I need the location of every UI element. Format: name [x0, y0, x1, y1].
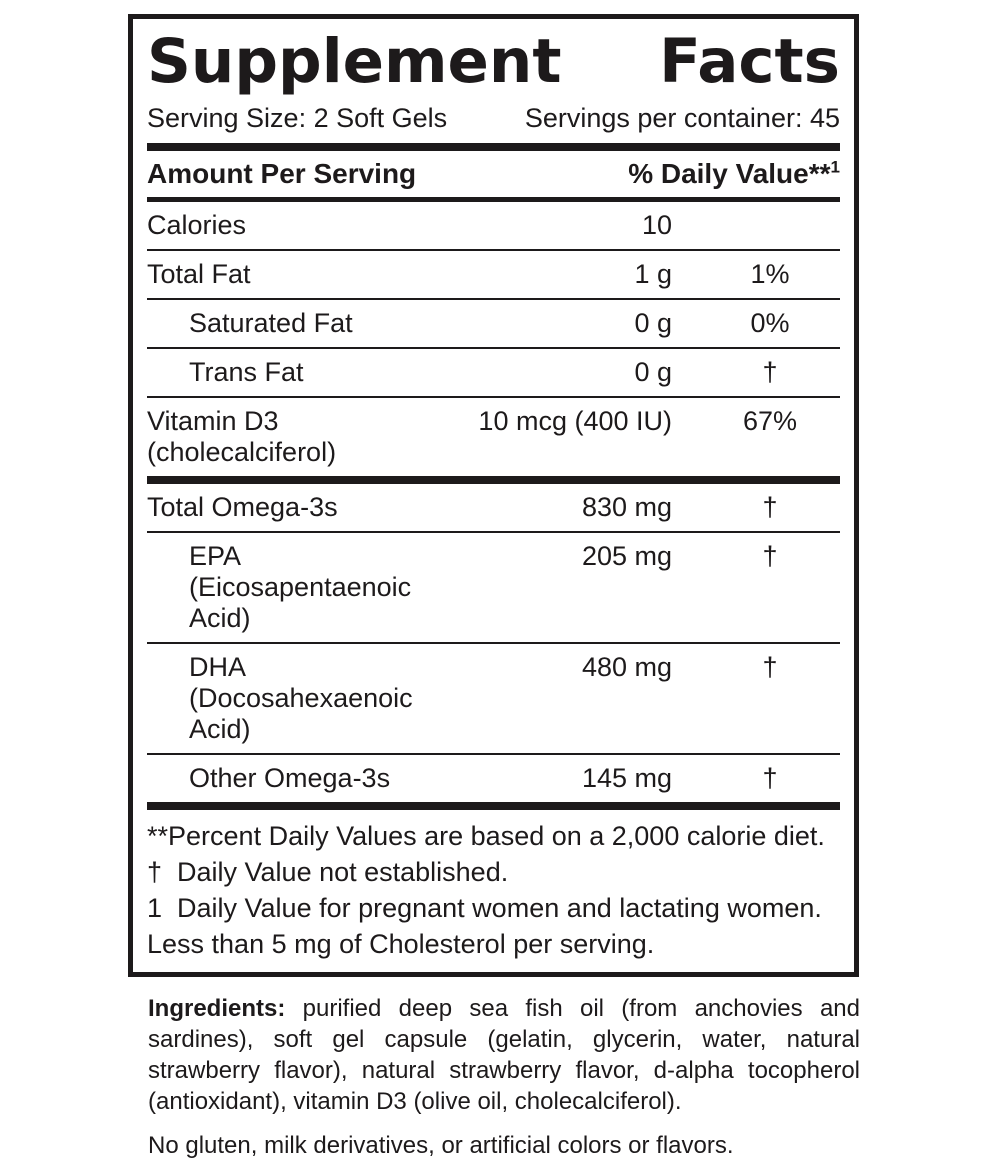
serving-info-row: Serving Size: 2 Soft Gels Servings per c…: [147, 101, 840, 143]
nutrient-amount: 10 mcg (400 IU): [478, 406, 672, 436]
page-content: Supplement Facts Serving Size: 2 Soft Ge…: [128, 0, 860, 1161]
nutrient-daily-value: †: [762, 357, 778, 387]
nutrient-name: Other Omega-3s: [147, 763, 450, 794]
serving-size-text: Serving Size: 2 Soft Gels: [147, 103, 448, 133]
nutrient-rows: Calories 10 Total Fat 1 g 1% Saturated F…: [147, 202, 840, 810]
ingredients-paragraph: Ingredients: purified deep sea fish oil …: [148, 993, 860, 1117]
separator-thin: [147, 249, 840, 251]
supplement-facts-panel: Supplement Facts Serving Size: 2 Soft Ge…: [128, 14, 859, 977]
nutrient-daily-value: 0%: [750, 308, 790, 338]
separator-thin: [147, 531, 840, 533]
separator-thin: [147, 642, 840, 644]
nutrient-amount: 205 mg: [581, 541, 672, 571]
nutrient-amount: 0 g: [634, 308, 672, 338]
separator-medium: [147, 197, 840, 202]
nutrient-daily-value: †: [762, 492, 778, 522]
nutrient-name-line1: Trans Fat: [189, 357, 304, 387]
nutrient-daily-value: 1%: [750, 259, 790, 289]
footnote-line: 1 Daily Value for pregnant women and lac…: [147, 893, 822, 923]
nutrient-row: Total Fat 1 g 1%: [147, 251, 840, 298]
nutrient-name: EPA (Eicosapentaenoic Acid): [147, 541, 450, 634]
nutrient-row: DHA (Docosahexaenoic Acid) 480 mg †: [147, 644, 840, 753]
nutrient-name-line1: Saturated Fat: [189, 308, 353, 338]
nutrient-amount: 830 mg: [581, 492, 672, 522]
nutrient-name: Calories: [147, 210, 450, 241]
servings-per-container-text: Servings per container: 45: [524, 103, 840, 133]
nutrient-name-line1: Total Omega-3s: [147, 492, 338, 522]
nutrient-row: Trans Fat 0 g †: [147, 349, 840, 396]
nutrient-row: Total Omega-3s 830 mg †: [147, 484, 840, 531]
footnotes: **Percent Daily Values are based on a 2,…: [147, 810, 840, 962]
footnote-line: † Daily Value not established.: [147, 857, 509, 887]
nutrient-daily-value: †: [762, 763, 778, 793]
footnote-line: **Percent Daily Values are based on a 2,…: [147, 821, 825, 851]
nutrient-name: Trans Fat: [147, 357, 450, 388]
nutrient-daily-value: 67%: [742, 406, 798, 436]
nutrient-name-line1: Other Omega-3s: [189, 763, 391, 793]
separator-thick: [147, 802, 840, 810]
footnote-line: Less than 5 mg of Cholesterol per servin…: [147, 929, 655, 959]
nutrient-name: Total Fat: [147, 259, 450, 290]
separator-thick: [147, 143, 840, 151]
nutrient-amount: 480 mg: [581, 652, 672, 682]
daily-value-header: % Daily Value**1: [628, 158, 840, 190]
separator-thin: [147, 298, 840, 300]
daily-value-header-superscript: 1: [830, 157, 840, 177]
nutrient-name-line1: Vitamin D3: [147, 406, 279, 436]
nutrient-name-line1: Total Fat: [147, 259, 251, 289]
nutrient-name-line1: Calories: [147, 210, 247, 240]
allergen-note: No gluten, milk derivatives, or artifici…: [148, 1132, 734, 1159]
nutrient-name: DHA (Docosahexaenoic Acid): [147, 652, 450, 745]
panel-title: Supplement Facts: [147, 23, 840, 101]
table-header-row: Amount Per Serving % Daily Value**1: [147, 151, 840, 197]
separator-thick: [147, 476, 840, 484]
nutrient-row: Other Omega-3s 145 mg †: [147, 755, 840, 802]
amount-per-serving-header: Amount Per Serving: [147, 158, 417, 189]
daily-value-header-text: % Daily Value**: [628, 158, 831, 189]
separator-thin: [147, 753, 840, 755]
nutrient-amount: 145 mg: [581, 763, 672, 793]
nutrient-row: EPA (Eicosapentaenoic Acid) 205 mg †: [147, 533, 840, 642]
nutrient-daily-value: †: [762, 652, 778, 682]
nutrient-row: Vitamin D3 (cholecalciferol) 10 mcg (400…: [147, 398, 840, 476]
ingredients-label: Ingredients:: [148, 995, 286, 1022]
nutrient-name: Saturated Fat: [147, 308, 450, 339]
panel-title-word-supplement: Supplement: [147, 26, 562, 97]
separator-thin: [147, 347, 840, 349]
nutrient-name: Total Omega-3s: [147, 492, 450, 523]
nutrient-row: Calories 10: [147, 202, 840, 249]
nutrient-amount: 0 g: [634, 357, 672, 387]
nutrient-name-line1: EPA (Eicosapentaenoic Acid): [189, 541, 412, 633]
nutrient-name-line1: DHA (Docosahexaenoic Acid): [189, 652, 413, 744]
nutrient-row: Saturated Fat 0 g 0%: [147, 300, 840, 347]
nutrient-name: Vitamin D3 (cholecalciferol): [147, 406, 450, 468]
nutrient-amount: 10: [641, 210, 672, 240]
panel-title-word-facts: Facts: [659, 26, 840, 97]
nutrient-name-line2: (cholecalciferol): [147, 437, 337, 467]
nutrient-daily-value: †: [762, 541, 778, 571]
nutrient-amount: 1 g: [634, 259, 672, 289]
separator-thin: [147, 396, 840, 398]
